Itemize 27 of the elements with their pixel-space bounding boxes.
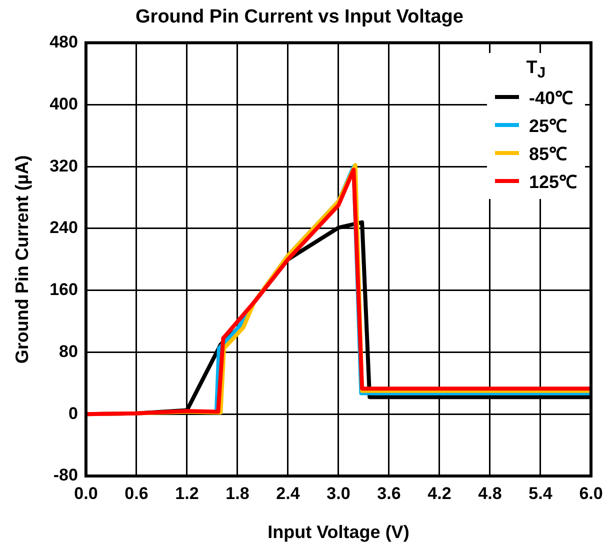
y-tick-label: 80 bbox=[59, 342, 78, 361]
x-tick-label: 2.4 bbox=[276, 484, 300, 503]
y-tick-label: 160 bbox=[50, 280, 78, 300]
y-tick-label: 240 bbox=[50, 218, 78, 238]
x-tick-label: 3.6 bbox=[377, 484, 401, 503]
x-tick-label: 1.2 bbox=[175, 484, 199, 503]
x-tick-label: 1.8 bbox=[226, 484, 250, 503]
x-tick-label: 5.4 bbox=[528, 484, 553, 503]
y-tick-label: 320 bbox=[50, 156, 78, 176]
y-tick-label: 0 bbox=[68, 404, 78, 423]
chart-title: Ground Pin Current vs Input Voltage bbox=[136, 6, 464, 28]
x-tick-label: 0.0 bbox=[74, 484, 98, 503]
y-tick-label: -80 bbox=[53, 466, 78, 485]
x-tick-label: 3.0 bbox=[326, 484, 350, 503]
legend-label: 125℃ bbox=[528, 171, 577, 194]
x-tick-label: 0.6 bbox=[124, 484, 148, 503]
y-tick-label: 480 bbox=[50, 32, 78, 52]
x-tick-label: 4.2 bbox=[428, 484, 452, 503]
legend-label: -40℃ bbox=[528, 87, 573, 110]
x-axis-title: Input Voltage (V) bbox=[268, 522, 410, 542]
legend-title: T$_{J}$ bbox=[525, 56, 547, 82]
y-tick-label: 400 bbox=[50, 94, 78, 114]
x-tick-label: 4.8 bbox=[478, 484, 502, 503]
y-axis-title: Ground Pin Current (µA) bbox=[12, 155, 32, 364]
legend-label: 85℃ bbox=[528, 143, 567, 166]
x-tick-label: 6.0 bbox=[579, 484, 603, 503]
legend-label: 25℃ bbox=[528, 115, 567, 138]
